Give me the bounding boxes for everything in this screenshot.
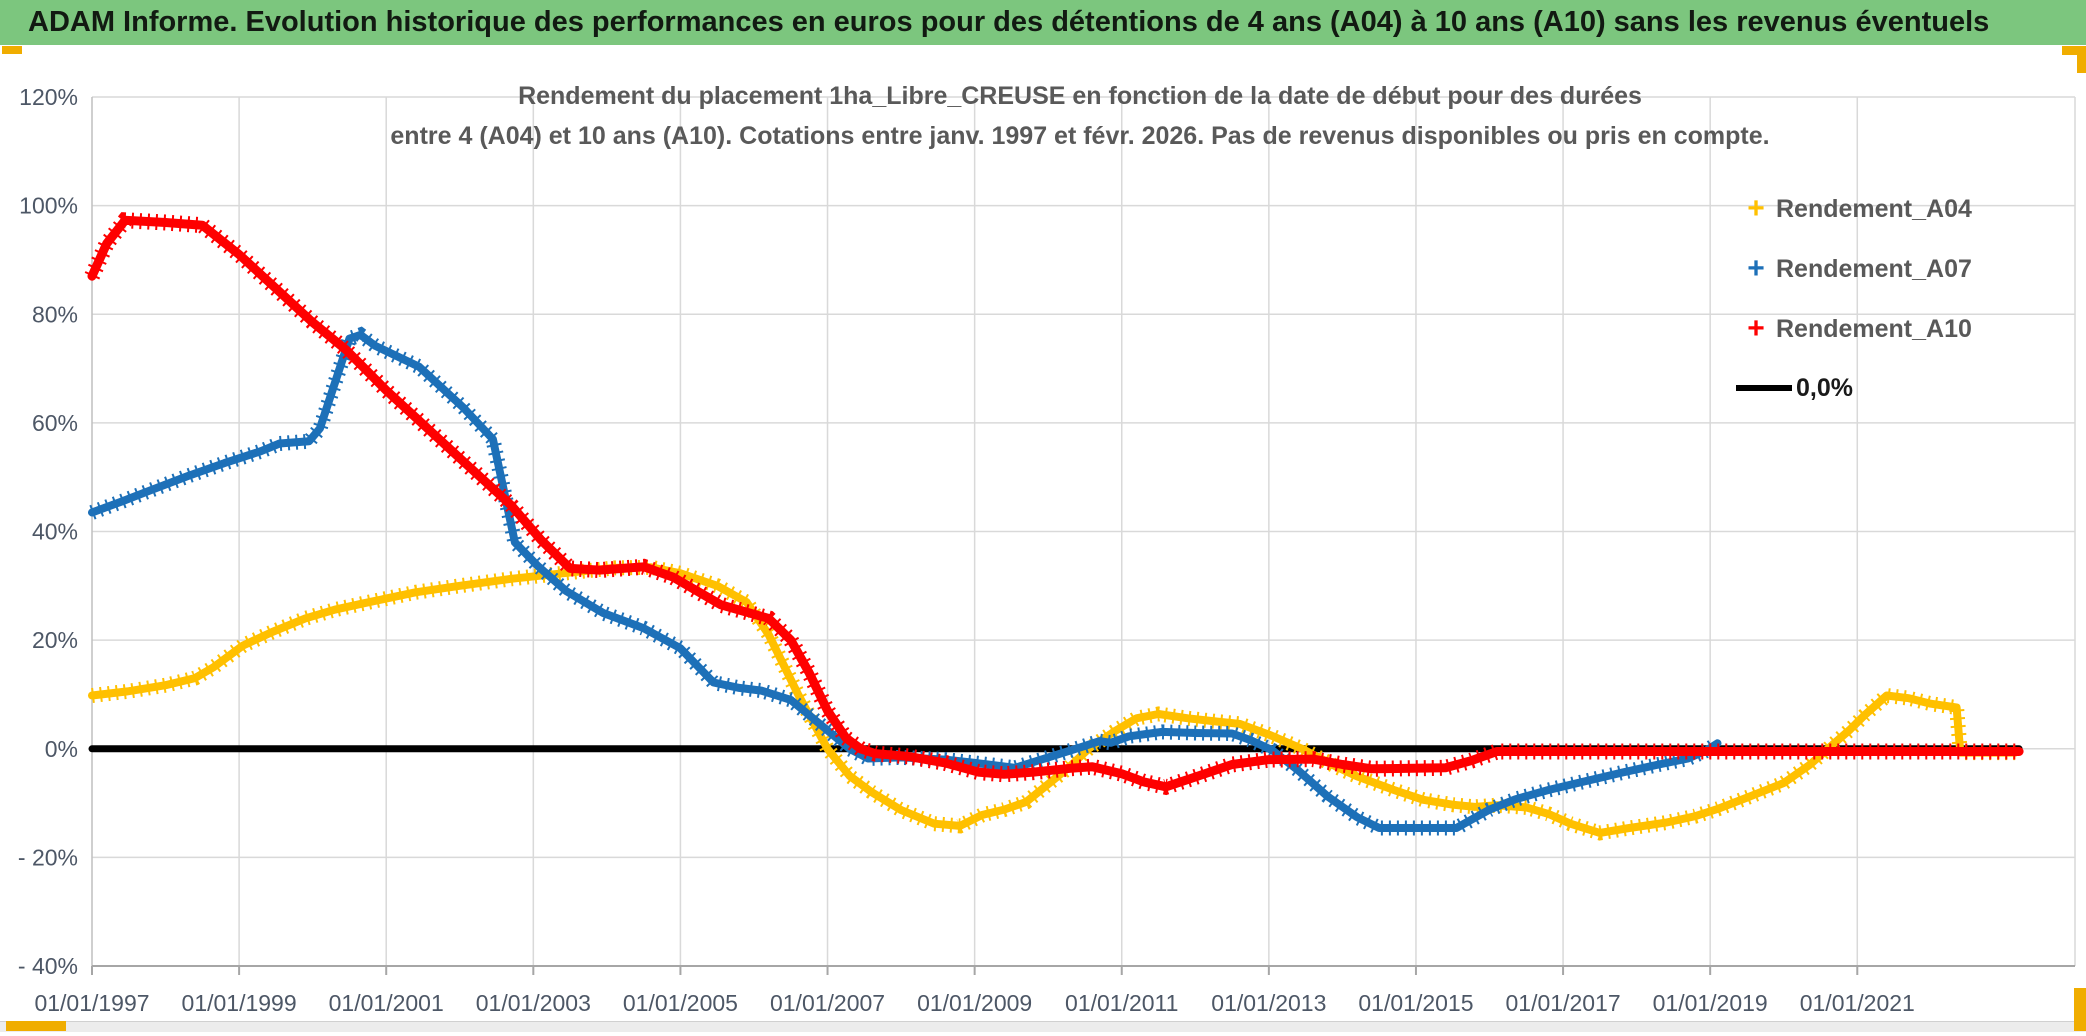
y-tick-label: 80% [32,301,78,327]
legend-plus-marker: + [1747,312,1765,345]
x-tick-label: 01/01/2017 [1506,990,1621,1016]
legend-label: Rendement_A10 [1776,314,1972,343]
y-tick-label: 40% [32,519,78,545]
window-title-bar: ADAM Informe. Evolution historique des p… [0,0,2086,45]
series-rendement-a10 [87,215,2024,792]
gold-accent-top-right-h [2062,46,2086,55]
legend-plus-marker: + [1747,192,1765,225]
series-rendement-a04-markers [91,559,2016,841]
legend-label: 0,0% [1796,373,1853,402]
legend-label: Rendement_A04 [1776,194,1972,223]
x-tick-label: 01/01/2003 [476,990,591,1016]
x-tick-label: 01/01/2013 [1211,990,1326,1016]
y-tick-label: 120% [19,84,78,110]
legend-label: Rendement_A07 [1776,254,1972,283]
y-tick-label: 0% [45,736,78,762]
legend-line-swatch [1736,385,1792,391]
x-tick-label: 01/01/1997 [34,990,149,1016]
legend-item-rendement-a07[interactable]: + Rendement_A07 [1736,252,1972,286]
x-tick-label: 01/01/2005 [623,990,738,1016]
y-tick-label: 20% [32,627,78,653]
x-tick-label: 01/01/2021 [1800,990,1915,1016]
gold-accent-bottom-left [6,1021,66,1031]
legend-item-0-0-[interactable]: 0,0% [1736,371,1853,405]
x-tick-label: 01/01/2009 [917,990,1032,1016]
legend-plus-marker: + [1747,252,1765,285]
x-tick-label: 01/01/2015 [1358,990,1473,1016]
gold-accent-bottom-right [2074,988,2086,1031]
x-tick-label: 01/01/2007 [770,990,885,1016]
x-tick-label: 01/01/2019 [1653,990,1768,1016]
window-bottom-strip [0,1021,2086,1032]
gold-accent-top-left [2,46,22,54]
y-tick-label: - 20% [18,844,78,870]
legend-item-rendement-a10[interactable]: + Rendement_A10 [1736,312,1972,346]
series-rendement-a04 [88,563,2020,837]
window-title: ADAM Informe. Evolution historique des p… [28,6,1990,38]
x-tick-label: 01/01/2011 [1065,990,1178,1016]
x-tick-label: 01/01/1999 [182,990,297,1016]
y-tick-label: - 40% [18,953,78,979]
y-tick-label: 100% [19,193,78,219]
series-rendement-a10-markers [84,212,2020,796]
gold-accent-top-right-v [2077,55,2086,73]
legend-item-rendement-a04[interactable]: + Rendement_A04 [1736,192,1972,226]
y-tick-label: 60% [32,410,78,436]
x-tick-label: 01/01/2001 [329,990,444,1016]
